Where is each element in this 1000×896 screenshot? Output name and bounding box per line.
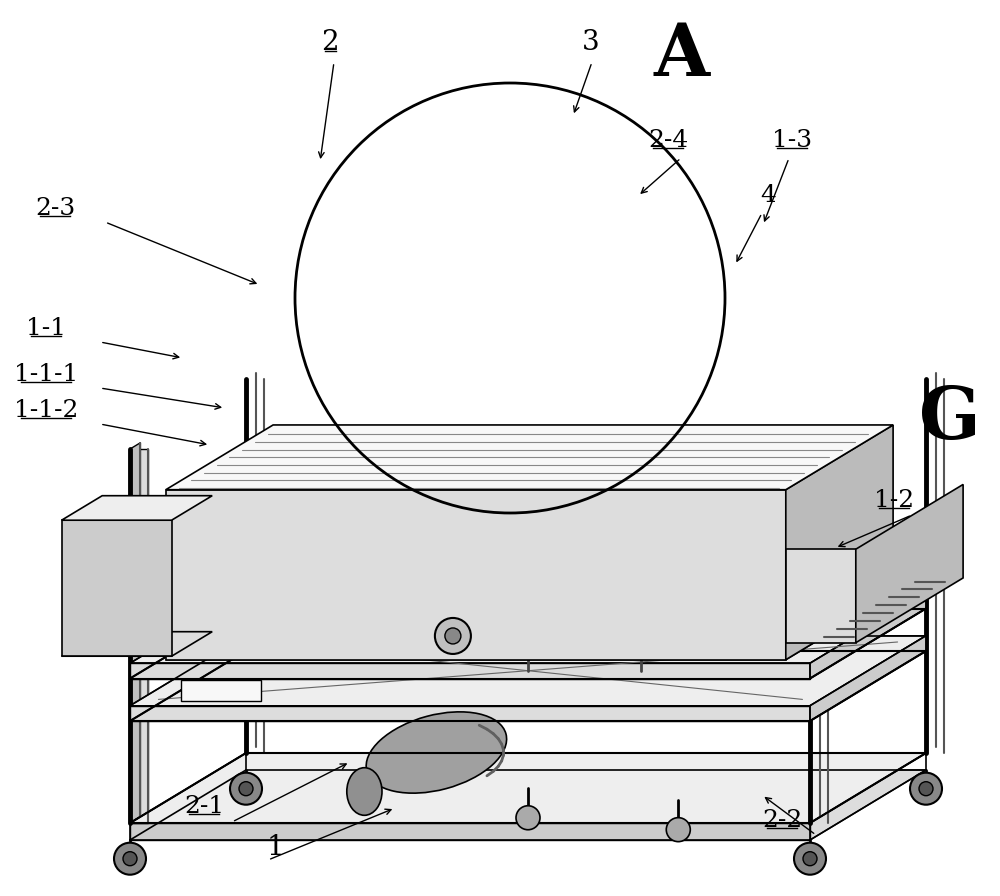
Text: 1: 1: [266, 833, 284, 860]
Polygon shape: [166, 595, 893, 659]
Circle shape: [919, 781, 933, 796]
Polygon shape: [130, 635, 926, 706]
Text: 4: 4: [760, 184, 776, 206]
Polygon shape: [130, 449, 148, 823]
Text: G: G: [919, 383, 981, 453]
Polygon shape: [62, 632, 212, 656]
Polygon shape: [130, 753, 926, 823]
Polygon shape: [130, 770, 926, 840]
Text: 3: 3: [582, 29, 600, 56]
Polygon shape: [62, 521, 172, 656]
Polygon shape: [158, 663, 898, 720]
Text: 2-4: 2-4: [648, 128, 688, 151]
Polygon shape: [130, 823, 810, 840]
Polygon shape: [810, 593, 926, 678]
Text: 1-1-1: 1-1-1: [14, 363, 78, 385]
Ellipse shape: [347, 768, 382, 815]
Text: 1-1-2: 1-1-2: [14, 399, 78, 421]
Polygon shape: [130, 706, 810, 721]
Circle shape: [803, 852, 817, 866]
Polygon shape: [810, 635, 926, 721]
Circle shape: [666, 818, 690, 841]
Text: A: A: [654, 20, 710, 90]
Circle shape: [794, 843, 826, 874]
Polygon shape: [786, 425, 893, 659]
Text: 2: 2: [321, 29, 339, 56]
Text: 2-2: 2-2: [762, 808, 802, 831]
Text: 2-3: 2-3: [35, 196, 75, 220]
Polygon shape: [166, 425, 893, 490]
Polygon shape: [786, 549, 856, 642]
Circle shape: [230, 772, 262, 805]
Polygon shape: [856, 485, 963, 642]
Text: 1-3: 1-3: [772, 128, 812, 151]
Circle shape: [910, 772, 942, 805]
Polygon shape: [166, 490, 786, 659]
Text: 2-1: 2-1: [184, 795, 224, 817]
Polygon shape: [130, 663, 810, 678]
Polygon shape: [130, 593, 926, 663]
Polygon shape: [181, 679, 261, 701]
Circle shape: [516, 806, 540, 830]
Circle shape: [435, 618, 471, 654]
Circle shape: [114, 843, 146, 874]
Circle shape: [445, 628, 461, 644]
Text: 1-2: 1-2: [874, 488, 914, 512]
Polygon shape: [62, 495, 212, 521]
Circle shape: [239, 781, 253, 796]
Text: 1-1: 1-1: [26, 316, 66, 340]
Polygon shape: [130, 443, 140, 823]
Ellipse shape: [366, 711, 507, 793]
Circle shape: [123, 852, 137, 866]
